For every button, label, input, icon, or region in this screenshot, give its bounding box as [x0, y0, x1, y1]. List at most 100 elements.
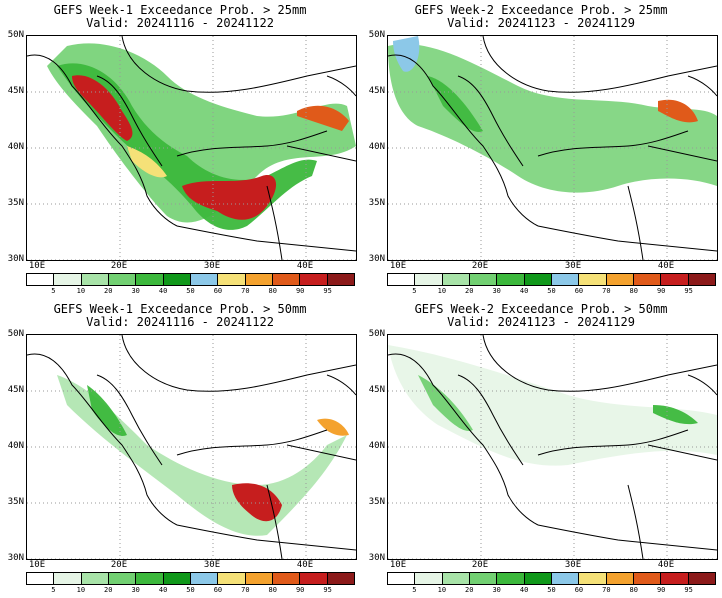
precip-probability-area [388, 44, 717, 193]
coastline-border [326, 75, 356, 97]
precip-probability-area [182, 175, 277, 220]
colorbar-label: 50 [547, 586, 556, 594]
colorbar-label: 60 [574, 586, 584, 594]
lon-tick-label: 40E [657, 261, 675, 271]
coastline-border [176, 524, 356, 551]
lon-tick-label: 10E [28, 261, 46, 271]
colorbar-label: 95 [323, 287, 332, 295]
colorbar-label: 40 [158, 586, 168, 594]
colorbar-label: 60 [213, 287, 223, 295]
lat-tick-label: 50N [368, 30, 385, 40]
colorbar-swatch [388, 274, 416, 285]
coastline-border [687, 75, 717, 97]
coastline-border [27, 54, 178, 227]
colorbar-label: 70 [241, 586, 250, 594]
colorbar-swatch [469, 573, 498, 584]
lon-tick-label: 30E [203, 261, 221, 271]
lon-tick-label: 20E [471, 261, 489, 271]
coastline-border [388, 353, 539, 526]
panel-week2-25mm: GEFS Week-2 Exceedance Prob. > 25mm Vali… [361, 0, 722, 299]
colorbar-label: 10 [76, 287, 86, 295]
coastline-border [457, 75, 524, 167]
colorbar-swatch [272, 573, 301, 584]
colorbar [26, 273, 355, 286]
colorbar-swatch [661, 274, 689, 285]
colorbar-swatch [245, 274, 273, 285]
colorbar-label: 90 [656, 287, 666, 295]
lat-tick-label: 35N [7, 198, 24, 208]
precip-probability-area [317, 418, 349, 436]
colorbar-label: 90 [656, 586, 666, 594]
colorbar-label: 60 [574, 287, 584, 295]
colorbar-label: 10 [437, 287, 447, 295]
lat-tick-label: 30N [7, 553, 24, 563]
coastline-border [286, 444, 356, 461]
colorbar-label: 70 [602, 586, 611, 594]
panel-valid-dates: Valid: 20241116 - 20241122 [86, 16, 274, 30]
panel-title: GEFS Week-2 Exceedance Prob. > 25mm [414, 3, 668, 17]
lat-tick-label: 30N [368, 553, 385, 563]
lat-tick-label: 40N [7, 142, 24, 152]
colorbar-swatch [415, 573, 443, 584]
colorbar-label: 50 [547, 287, 556, 295]
lat-tick-label: 35N [368, 497, 385, 507]
lat-tick-label: 50N [7, 329, 24, 339]
coastline-border [627, 484, 644, 559]
panel-valid-dates: Valid: 20241123 - 20241129 [447, 16, 635, 30]
colorbar [26, 572, 355, 585]
lon-tick-label: 20E [110, 560, 128, 570]
lon-tick-label: 10E [389, 261, 407, 271]
colorbar-swatch [579, 573, 607, 584]
lat-tick-label: 30N [7, 254, 24, 264]
coastline-border [537, 130, 689, 157]
coastline-border [687, 374, 717, 396]
probability-map [387, 334, 718, 560]
coastline-border [176, 130, 328, 157]
colorbar-swatch [81, 274, 109, 285]
colorbar-label: 20 [104, 586, 113, 594]
colorbar-label: 80 [268, 586, 277, 594]
colorbar-swatch [551, 573, 580, 584]
coastline-border [286, 145, 356, 162]
colorbar-label: 40 [519, 586, 529, 594]
colorbar-label: 95 [684, 287, 693, 295]
colorbar-swatch [300, 274, 328, 285]
colorbar-label: 5 [412, 586, 417, 594]
colorbar-swatch [272, 274, 301, 285]
lon-tick-label: 40E [296, 560, 314, 570]
lat-tick-label: 50N [7, 30, 24, 40]
coastline-border [27, 353, 178, 526]
colorbar-label: 70 [241, 287, 250, 295]
precip-probability-area [297, 105, 349, 131]
precip-probability-area [127, 146, 167, 178]
lon-tick-label: 30E [203, 560, 221, 570]
precip-probability-area [393, 36, 420, 72]
colorbar-swatch [108, 274, 137, 285]
lat-tick-label: 45N [7, 385, 24, 395]
panel-title: GEFS Week-1 Exceedance Prob. > 25mm [53, 3, 307, 17]
precip-probability-area [388, 345, 717, 466]
colorbar-swatch [497, 274, 525, 285]
colorbar-swatch [136, 573, 164, 584]
colorbar-label: 80 [268, 287, 277, 295]
colorbar-swatch [388, 573, 416, 584]
coastline-border [176, 225, 356, 252]
lon-tick-label: 20E [110, 261, 128, 271]
colorbar-label: 95 [323, 586, 332, 594]
coastline-border [96, 75, 163, 167]
colorbar-label: 20 [104, 287, 113, 295]
probability-map [26, 334, 357, 560]
colorbar [387, 572, 716, 585]
coastline-border [266, 484, 283, 559]
colorbar-label: 10 [76, 586, 86, 594]
lon-tick-label: 10E [389, 560, 407, 570]
colorbar-label: 50 [186, 287, 195, 295]
colorbar-swatch [81, 573, 109, 584]
panel-week1-25mm: GEFS Week-1 Exceedance Prob. > 25mm Vali… [0, 0, 361, 299]
colorbar-swatch [54, 274, 82, 285]
colorbar-swatch [300, 573, 328, 584]
coastline-border [627, 185, 644, 260]
colorbar-label: 70 [602, 287, 611, 295]
colorbar-label: 60 [213, 586, 223, 594]
colorbar-label: 5 [51, 586, 56, 594]
